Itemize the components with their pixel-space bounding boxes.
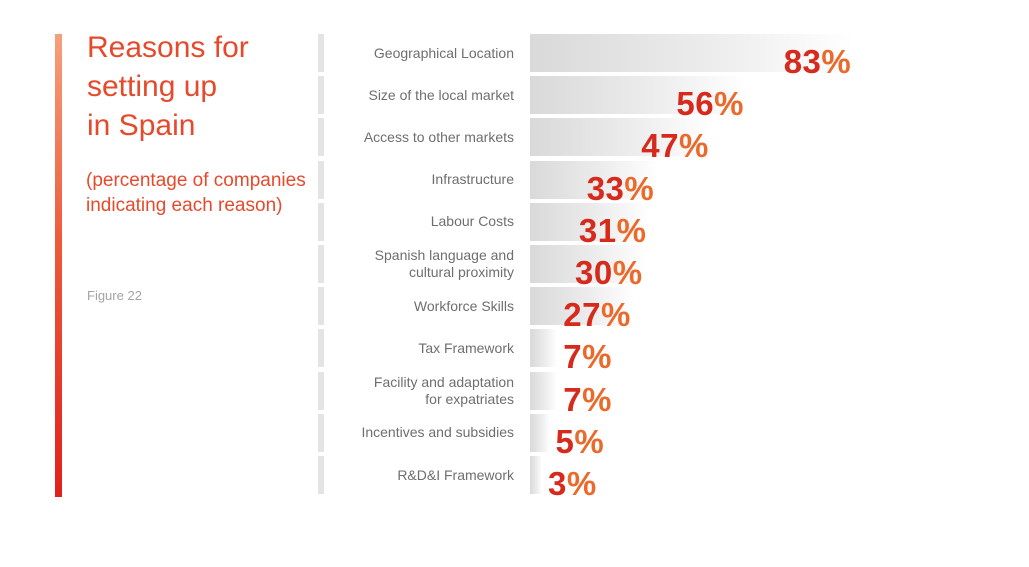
- bar: [530, 34, 854, 72]
- category-label: Infrastructure: [431, 171, 514, 188]
- value-label: 7%: [563, 338, 612, 376]
- row-separator: [318, 34, 324, 72]
- row-separator: [318, 202, 324, 241]
- bar: [530, 287, 636, 326]
- bar: [530, 76, 749, 115]
- category-label: Facility and adaptation for expatriates: [373, 373, 514, 407]
- row-separator: [318, 413, 324, 452]
- value-label: 30%: [575, 254, 643, 291]
- title-line: Reasons for: [87, 31, 249, 64]
- category-label: Workforce Skills: [413, 297, 514, 314]
- value-label: 33%: [586, 169, 655, 207]
- value-label: 27%: [563, 296, 631, 334]
- category-label: Geographical Location: [373, 44, 514, 61]
- chart-title: Reasons for setting up in Spain: [87, 28, 307, 145]
- value-label: 31%: [578, 211, 647, 249]
- bar: [530, 413, 550, 452]
- row-separator: [318, 118, 324, 157]
- row-separator: [318, 245, 324, 283]
- category-label: Labour Costs: [430, 213, 514, 230]
- bar: [530, 329, 558, 368]
- value-label: 7%: [563, 380, 612, 418]
- figure-label: Figure 22: [87, 288, 142, 303]
- category-label: Spanish language and cultural proximity: [374, 247, 514, 280]
- title-line: setting up: [87, 70, 218, 103]
- category-label: R&D&I Framework: [397, 466, 514, 483]
- row-separator: [318, 329, 324, 368]
- value-label: 47%: [641, 127, 709, 165]
- value-label: 5%: [555, 422, 605, 460]
- bar: [530, 245, 647, 283]
- category-label: Size of the local market: [368, 86, 514, 103]
- row-separator: [318, 160, 324, 199]
- accent-bar: [55, 34, 62, 497]
- row-separator: [318, 287, 324, 326]
- value-label: 56%: [676, 85, 744, 123]
- category-label: Incentives and subsidies: [361, 424, 514, 441]
- bar: [530, 160, 659, 199]
- row-separator: [318, 456, 324, 494]
- category-label: Access to other markets: [363, 128, 514, 145]
- value-label: 3%: [548, 465, 597, 502]
- row-separator: [318, 371, 324, 410]
- row-separator: [318, 76, 324, 115]
- category-label: Tax Framework: [418, 339, 514, 356]
- bar: [530, 118, 714, 157]
- bar: [530, 202, 651, 241]
- bar: [530, 456, 542, 494]
- title-line: in Spain: [87, 109, 196, 142]
- chart-subtitle: (percentage of companies indicating each…: [86, 170, 306, 216]
- value-label: 83%: [783, 43, 852, 80]
- bar: [530, 371, 558, 410]
